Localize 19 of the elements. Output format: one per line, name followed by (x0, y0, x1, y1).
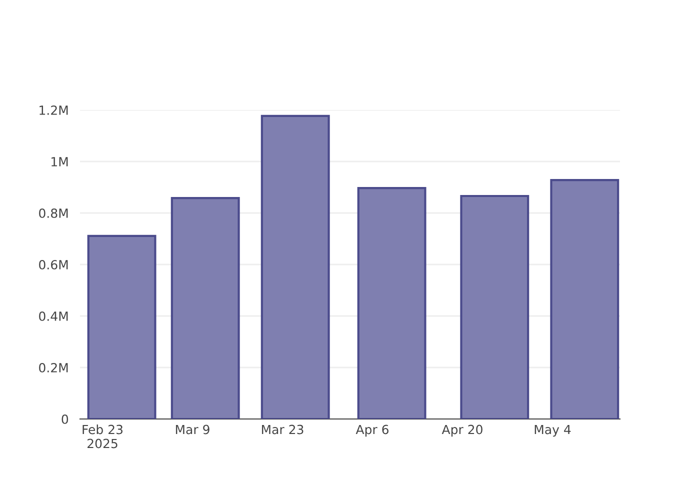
y-tick-label: 0.4M (39, 311, 68, 321)
y-tick-label: 1M (52, 157, 68, 166)
y-tick-label: 0.8M (39, 208, 68, 218)
x-tick-label: Feb 23 2025 (82, 424, 122, 448)
bar (170, 197, 240, 419)
y-tick-label: 0.6M (39, 260, 68, 270)
bar (260, 114, 330, 419)
bar (550, 178, 620, 419)
y-tick-label: 0.2M (39, 362, 68, 372)
bar (460, 194, 530, 419)
bar (87, 234, 156, 419)
x-tick-label: Mar 23 (262, 424, 304, 434)
y-tick-label: 0 (62, 414, 68, 424)
x-tick-label: May 4 (534, 424, 571, 437)
bar (357, 186, 426, 419)
x-tick-label: Mar 9 (176, 424, 210, 434)
y-tick-label: 1.2M (40, 105, 68, 115)
x-tick-label: Apr 6 (356, 424, 388, 437)
x-tick-label: Apr 20 (442, 424, 482, 437)
